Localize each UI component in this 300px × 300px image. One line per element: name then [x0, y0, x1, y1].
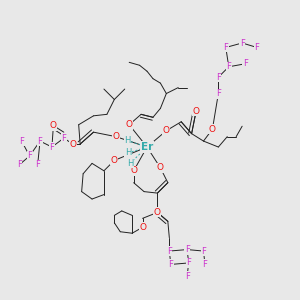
Text: F: F [19, 136, 24, 146]
Text: F: F [216, 89, 221, 98]
Text: H: H [124, 136, 130, 145]
Text: Er: Er [141, 142, 153, 152]
Text: F: F [186, 258, 191, 267]
Text: F: F [167, 247, 172, 256]
Text: F: F [50, 142, 54, 152]
Text: F: F [61, 134, 66, 142]
Text: F: F [27, 152, 32, 160]
Text: O: O [126, 120, 133, 129]
Text: O: O [130, 166, 137, 175]
Text: O: O [139, 223, 146, 232]
Text: O: O [193, 107, 200, 116]
Text: F: F [38, 136, 43, 146]
Text: O: O [112, 132, 119, 141]
Text: O: O [157, 163, 164, 172]
Text: H: H [125, 148, 131, 158]
Text: F: F [185, 245, 190, 254]
Text: F: F [243, 59, 248, 68]
Text: F: F [185, 272, 190, 281]
Text: F: F [216, 73, 221, 82]
Text: F: F [168, 260, 173, 269]
Text: O: O [69, 140, 76, 148]
Text: F: F [17, 160, 22, 169]
Text: F: F [35, 160, 40, 169]
Text: F: F [202, 260, 207, 269]
Text: F: F [201, 247, 206, 256]
Text: F: F [240, 38, 244, 47]
Text: O: O [163, 126, 170, 135]
Text: F: F [255, 43, 260, 52]
Text: O: O [111, 156, 118, 165]
Text: O: O [154, 208, 161, 217]
Text: F: F [224, 43, 228, 52]
Text: O: O [50, 121, 57, 130]
Text: F: F [226, 62, 231, 71]
Text: H: H [127, 159, 133, 168]
Text: O: O [209, 125, 216, 134]
